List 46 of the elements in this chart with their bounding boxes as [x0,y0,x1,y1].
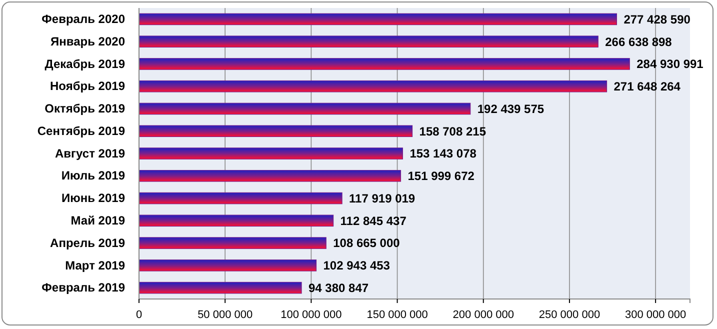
x-tick-label: 200 000 000 [452,309,514,322]
data-label: 153 143 078 [410,146,477,161]
bar [138,237,326,249]
y-tick-label: Февраль 2020 [42,12,126,26]
bar [138,192,342,204]
bar [138,36,598,48]
y-tick-label: Январь 2020 [50,34,126,48]
y-tick-label: Май 2019 [70,213,126,228]
data-label: 112 845 437 [340,214,407,228]
x-tick-label: 0 [136,309,142,322]
bar [138,260,317,272]
y-tick-label: Август 2019 [55,146,126,160]
y-tick-label: Апрель 2019 [50,236,126,250]
y-tick-label: Март 2019 [65,258,126,272]
data-label: 151 999 672 [408,169,475,184]
data-label: 108 665 000 [333,236,400,250]
data-label: 266 638 898 [605,34,672,49]
x-tick-label: 100 000 000 [280,309,342,322]
data-label: 158 708 215 [419,124,486,138]
y-tick-label: Декабрь 2019 [44,56,126,71]
bar [138,148,403,160]
data-label: 102 943 453 [323,258,390,273]
data-label: 94 380 847 [308,281,369,296]
bar [138,58,630,70]
x-tick-label: 150 000 000 [366,309,428,322]
y-tick-label: Сентябрь 2019 [37,124,126,138]
y-tick-label: Ноябрь 2019 [50,79,126,94]
x-tick-label: 50 000 000 [198,309,253,322]
bar [138,80,608,92]
data-label: 284 930 991 [636,57,704,72]
y-tick-label: Июль 2019 [61,168,126,183]
bar [138,13,617,26]
bar [138,282,302,294]
y-tick-label: Июнь 2019 [61,191,126,206]
y-tick-label: Октябрь 2019 [44,102,126,116]
y-tick-label: Февраль 2019 [42,280,126,295]
bar [138,214,334,227]
x-tick-label: 250 000 000 [538,309,600,322]
data-label: 277 428 590 [624,12,691,26]
bar [138,125,413,138]
data-label: 271 648 264 [614,80,681,94]
bar [138,102,471,115]
data-label: 192 439 575 [477,102,544,116]
x-tick-label: 300 000 000 [624,309,686,322]
bar [138,170,402,182]
data-label: 117 919 019 [349,191,416,206]
